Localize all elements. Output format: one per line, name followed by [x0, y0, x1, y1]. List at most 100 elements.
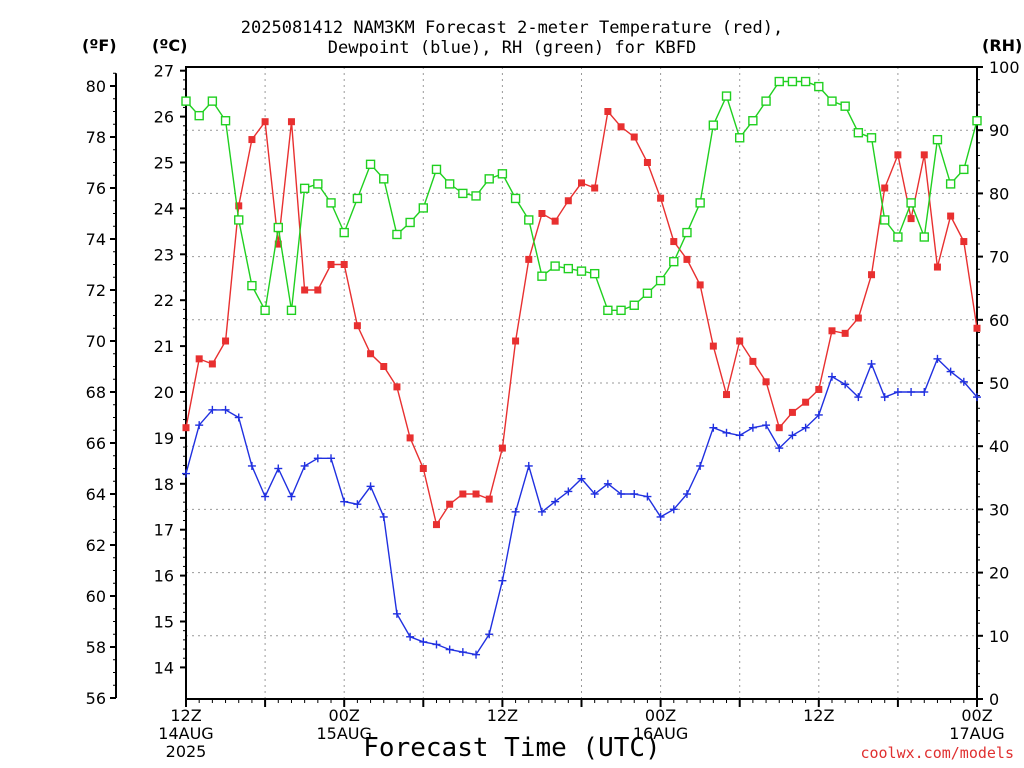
x-tick-label: 14AUG — [158, 724, 213, 743]
dewpoint-point — [564, 487, 573, 496]
dewpoint-point — [775, 444, 784, 453]
fahrenheit-tick-label: 68 — [86, 383, 106, 402]
temperature-point — [617, 123, 625, 131]
dewpoint-point — [551, 497, 560, 506]
rh-point — [247, 280, 257, 291]
temperature-point — [367, 350, 375, 358]
dewpoint-point — [221, 405, 230, 414]
celsius-tick-label: 18 — [154, 475, 174, 494]
dewpoint-point — [485, 630, 494, 639]
fahrenheit-tick-label: 76 — [86, 179, 106, 198]
temperature-point — [459, 490, 467, 498]
temperature-point — [432, 521, 440, 529]
fahrenheit-tick-label: 72 — [86, 281, 106, 300]
temperature-point — [419, 465, 427, 472]
rh-point — [431, 164, 442, 175]
celsius-tick-label: 25 — [154, 154, 174, 173]
fahrenheit-tick-label: 70 — [86, 332, 106, 351]
rh-point — [365, 159, 376, 170]
temperature-point — [604, 108, 612, 115]
dewpoint-point — [696, 461, 705, 470]
rh-point — [405, 217, 415, 228]
rh-point — [774, 76, 784, 87]
rh-point — [840, 101, 850, 111]
temperature-point — [380, 363, 388, 370]
x-tick-label: 12Z — [803, 706, 834, 725]
rh-tick-label: 30 — [989, 500, 1009, 519]
rh-point — [181, 96, 191, 106]
rh-point — [497, 169, 508, 179]
rh-point — [484, 174, 494, 184]
dewpoint-point — [827, 372, 836, 381]
dewpoint-point — [182, 469, 190, 478]
temperature-point — [854, 314, 862, 322]
chart-title-line-1: 2025081412 NAM3KM Forecast 2-meter Tempe… — [240, 18, 784, 38]
temperature-point — [933, 263, 941, 271]
dewpoint-point — [472, 650, 481, 659]
rh-axis-label: (RH) — [982, 36, 1023, 55]
celsius-tick-label: 16 — [154, 567, 174, 586]
temperature-point — [762, 378, 770, 386]
rh-tick-label: 90 — [989, 121, 1009, 140]
rh-point — [524, 215, 534, 225]
celsius-tick-label: 27 — [154, 62, 174, 81]
temperature-point — [749, 357, 757, 365]
dewpoint-point — [973, 393, 981, 402]
dewpoint-point — [709, 423, 718, 432]
dewpoint-point — [406, 632, 415, 641]
temperature-point — [578, 179, 585, 187]
rh-point — [880, 215, 890, 225]
rh-point — [669, 256, 679, 267]
dewpoint-point — [643, 492, 652, 501]
fahrenheit-tick-label: 80 — [86, 77, 106, 96]
celsius-tick-label: 21 — [154, 337, 174, 356]
dewpoint-point — [208, 405, 217, 414]
x-tick-label: 2025 — [166, 742, 207, 761]
rh-point — [444, 179, 455, 189]
rh-tick-label: 50 — [989, 374, 1009, 393]
dewpoint-point — [603, 479, 612, 488]
temperature-point — [894, 151, 902, 159]
dewpoint-point — [445, 645, 454, 654]
temperature-point — [564, 197, 572, 205]
celsius-tick-label: 26 — [154, 108, 174, 127]
dewpoint-point — [841, 380, 850, 389]
temperature-point — [274, 240, 282, 248]
dewpoint-point — [274, 464, 283, 473]
celsius-tick-label: 15 — [154, 613, 174, 632]
rh-tick-label: 70 — [989, 248, 1009, 267]
temperature-point — [670, 238, 678, 246]
fahrenheit-tick-label: 58 — [86, 638, 106, 657]
temperature-point — [630, 133, 638, 141]
temperature-point — [723, 391, 731, 399]
dewpoint-point — [340, 497, 349, 506]
temperature-point — [828, 327, 836, 335]
temperature-point — [960, 238, 968, 246]
celsius-tick-label: 20 — [154, 383, 174, 402]
dewpoint-point — [893, 388, 902, 396]
rh-point — [932, 134, 943, 145]
dewpoint-point — [524, 461, 533, 470]
temperature-point — [538, 210, 546, 217]
dewpoint-point — [933, 354, 942, 363]
fahrenheit-tick-label: 66 — [86, 434, 106, 453]
temperature-point — [498, 444, 506, 452]
dewpoint-point — [353, 500, 362, 509]
dewpoint-point — [234, 413, 243, 422]
temperature-point — [868, 271, 876, 279]
temperature-point — [525, 255, 533, 263]
rh-point — [919, 232, 929, 242]
temperature-point — [248, 136, 256, 144]
credit-label: coolwx.com/models — [860, 744, 1014, 762]
chart-title-line-2: Dewpoint (blue), RH (green) for KBFD — [327, 38, 697, 58]
dewpoint-point — [920, 388, 929, 396]
rh-tick-label: 80 — [989, 184, 1009, 203]
x-tick-label: 00Z — [329, 706, 360, 725]
temperature-point — [709, 342, 717, 350]
rh-point — [563, 263, 574, 274]
rh-point — [761, 96, 771, 106]
rh-tick-label: 10 — [989, 627, 1009, 646]
dewpoint-point — [854, 393, 863, 402]
temperature-point — [815, 385, 823, 393]
